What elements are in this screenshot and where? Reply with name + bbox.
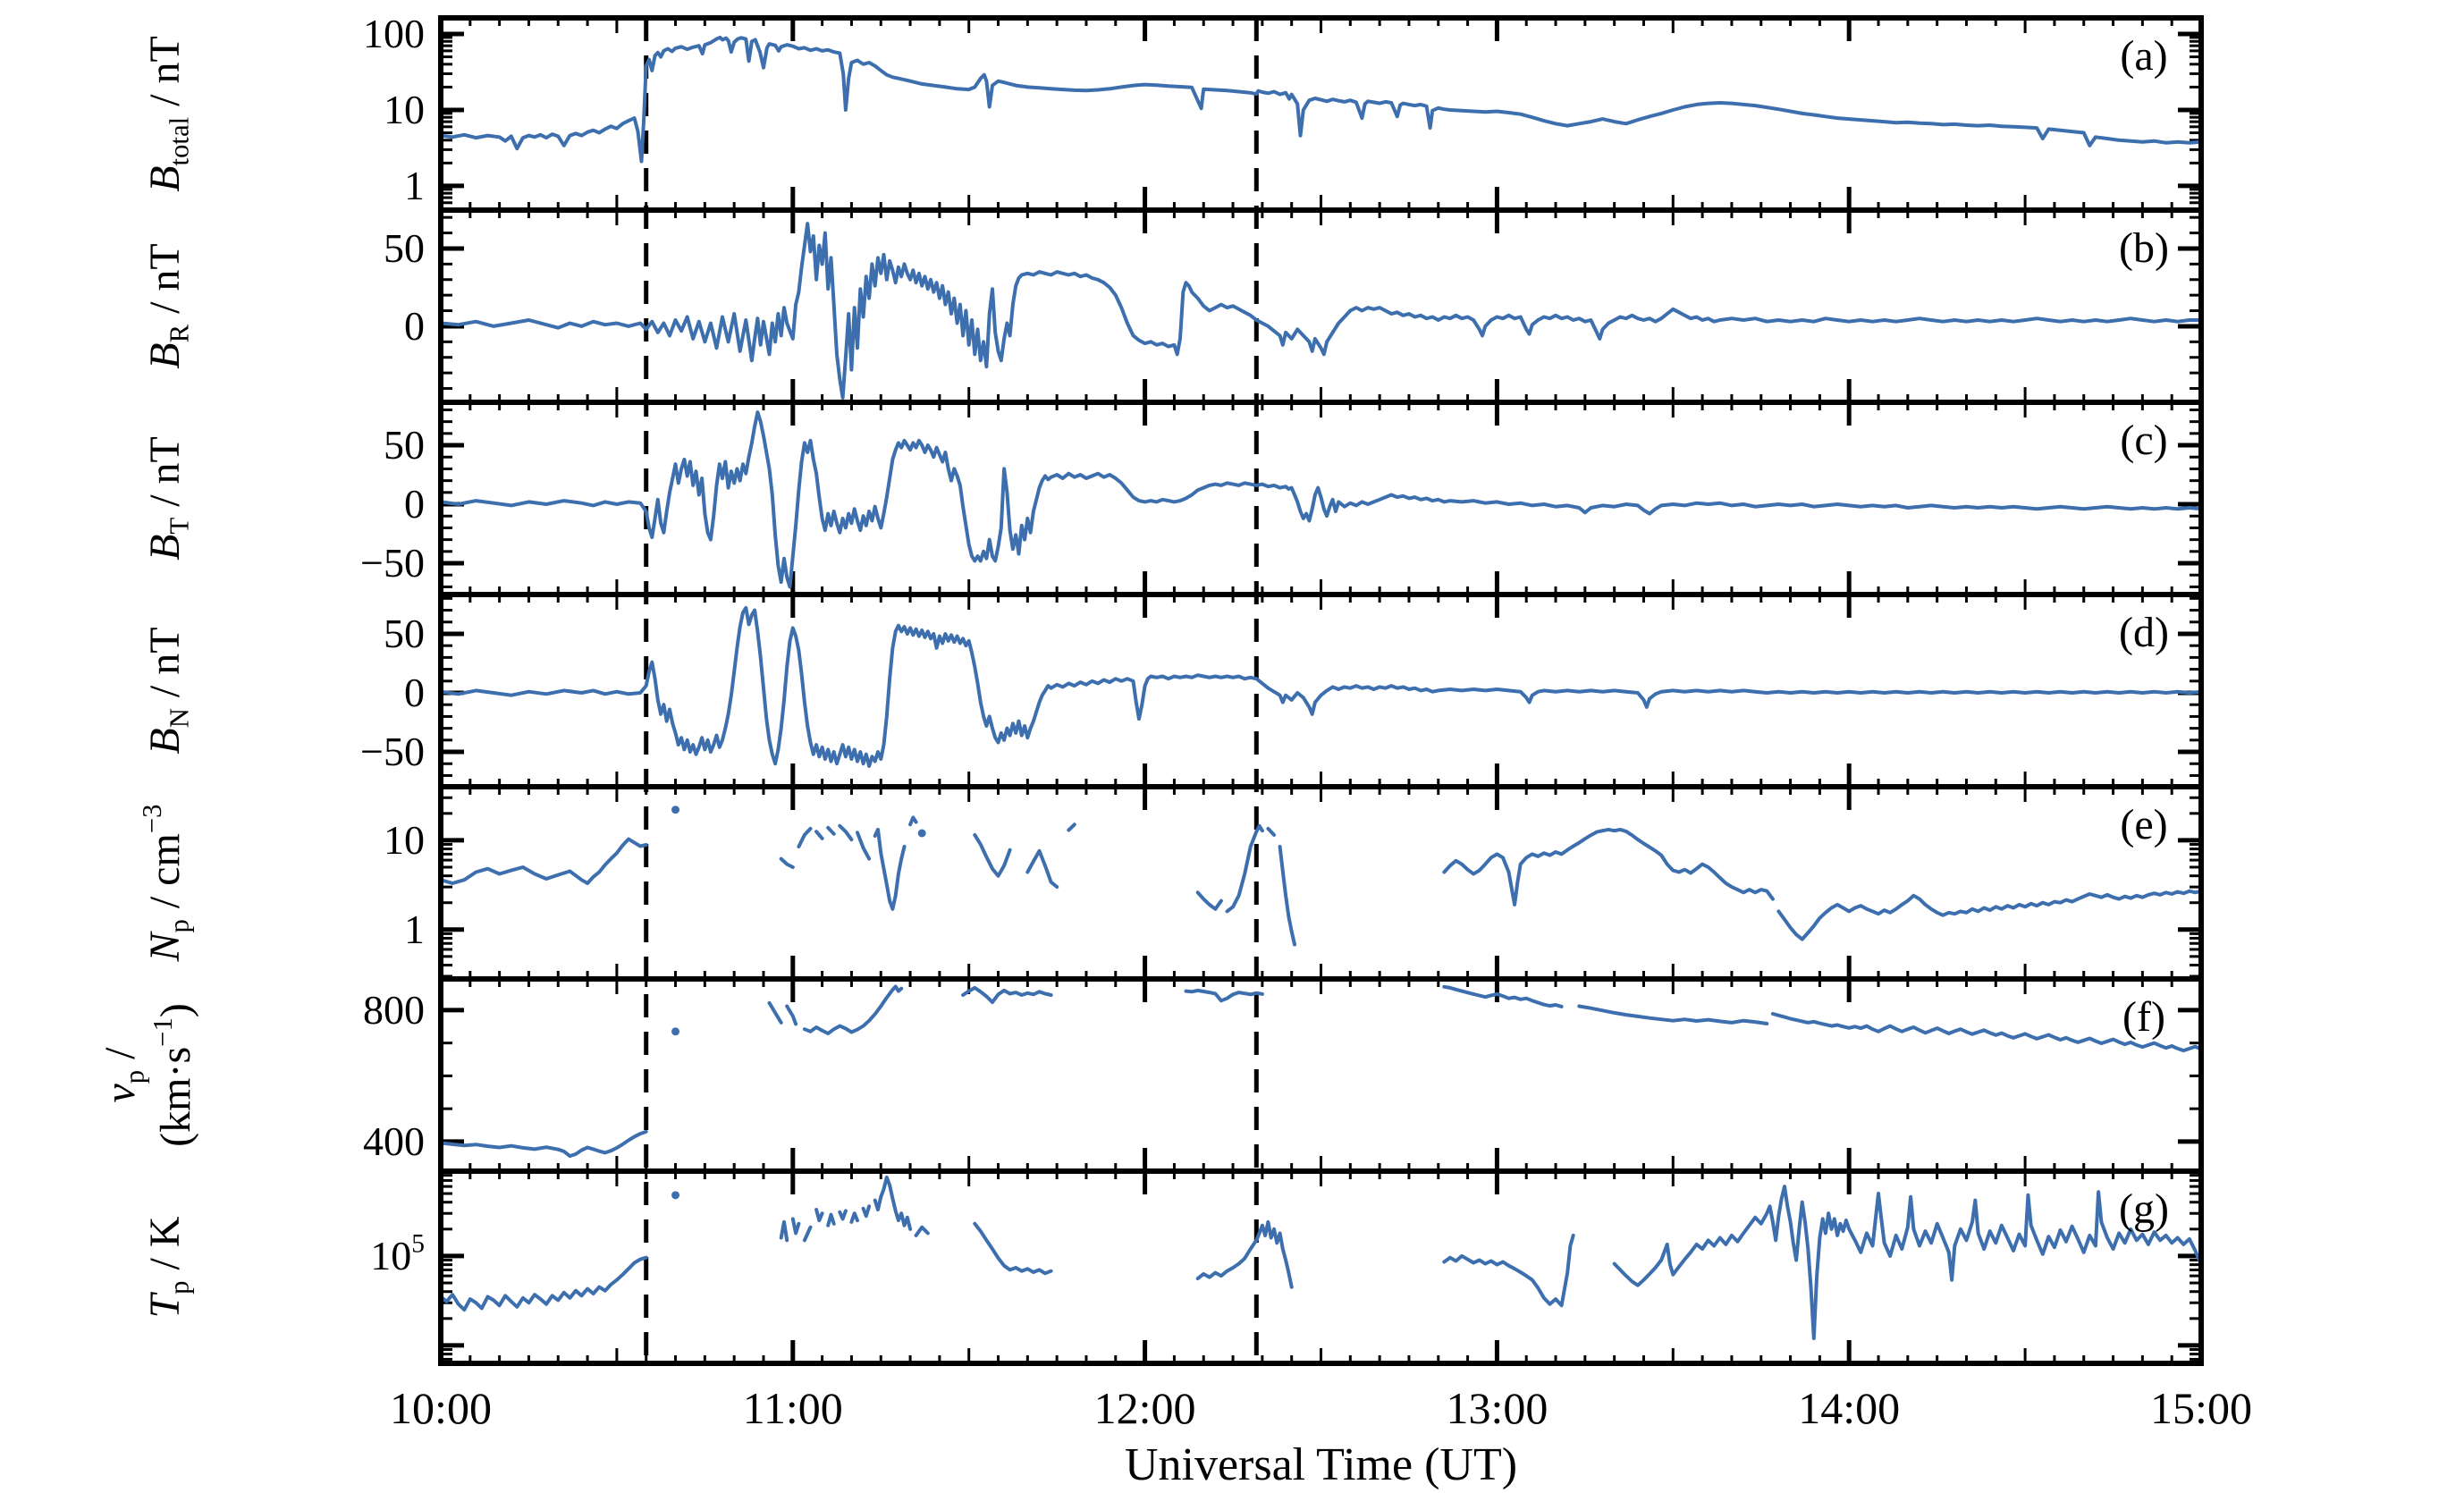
y-tick-label-a: 100 [363,11,425,56]
x-axis-title: Universal Time (UT) [1125,1439,1517,1490]
panel-letter-d: (d) [2119,609,2169,656]
y-tick-label-d: −50 [360,729,425,774]
y-tick-label-f: 800 [363,987,425,1033]
y-tick-label-f: 400 [363,1118,425,1164]
y-axis-title-c: BT / nT [141,436,195,561]
panel-f: 800 400 (f) vp / (km·s−1) [97,976,2204,1174]
panel-letter-f: (f) [2122,993,2165,1041]
x-tick-label: 12:00 [1094,1383,1196,1433]
x-tick-label: 11:00 [743,1383,843,1433]
y-tick-label-c: −50 [360,540,425,586]
x-tick-label: 13:00 [1446,1383,1548,1433]
y-axis-title-g: Tp / K [141,1216,195,1318]
panel-letter-g: (g) [2119,1185,2169,1233]
y-tick-label-b: 0 [404,303,425,349]
y-tick-label-g: 105 [370,1230,425,1278]
x-axis-labels: 10:00 11:00 12:00 13:00 14:00 15:00 Universal … [390,1383,2252,1490]
trace-a [439,35,2203,164]
trace-e [439,806,2203,947]
panel-border-g [438,1168,2204,1366]
panel-letter-a: (a) [2120,32,2167,80]
x-tick-label: 14:00 [1798,1383,1900,1433]
y-axis-title-a: Btotal / nT [141,36,195,192]
trace-b [439,222,2203,400]
trace-c [439,410,2203,589]
panel-e: 10 1 (e) Np / cm−3 [137,784,2204,982]
panel-letter-c: (c) [2120,417,2167,464]
y-axis-title-f-units: (km·s−1) [148,1003,199,1147]
y-tick-label-d: 0 [404,670,425,715]
trace-d [439,605,2203,768]
trace-g [439,1175,2203,1340]
panel-letter-e: (e) [2120,801,2167,848]
y-axis-title-b: BR / nT [141,243,195,368]
panel-g: 105 (g) Tp / K [141,1168,2204,1366]
y-tick-label-d: 50 [384,611,425,656]
panel-a: 100 10 1 (a) Btotal / nT [141,11,2204,213]
y-tick-label-e: 10 [384,817,425,863]
y-axis-title-e: Np / cm−3 [137,804,195,962]
x-tick-label: 15:00 [2150,1383,2252,1433]
y-tick-label-a: 10 [384,87,425,132]
trace-f [439,984,2203,1159]
y-tick-label-e: 1 [404,907,425,952]
panel-letter-b: (b) [2119,224,2169,272]
y-tick-label-c: 50 [384,422,425,468]
y-axis-title-d: BN / nT [141,627,195,754]
y-tick-label-b: 50 [384,225,425,271]
y-tick-label-a: 1 [404,163,425,208]
y-tick-label-c: 0 [404,481,425,527]
y-axis-title-f: vp / [97,1047,150,1103]
x-tick-label: 10:00 [390,1383,492,1433]
